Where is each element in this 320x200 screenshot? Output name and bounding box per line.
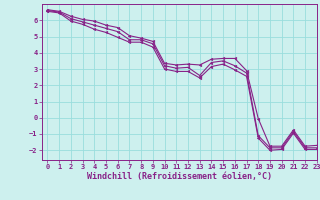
X-axis label: Windchill (Refroidissement éolien,°C): Windchill (Refroidissement éolien,°C) [87,172,272,181]
